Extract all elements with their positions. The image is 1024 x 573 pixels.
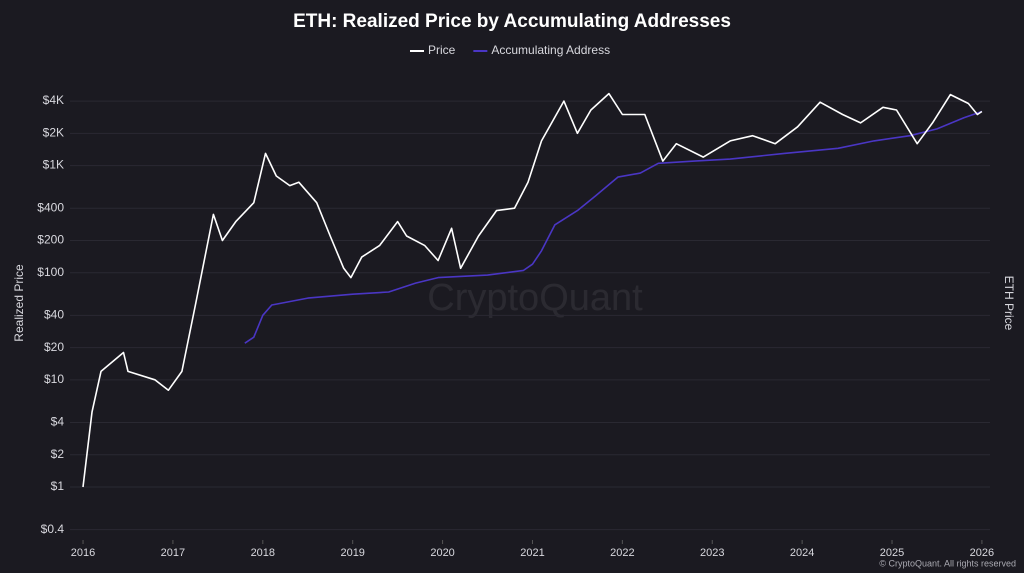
y-tick-label: $0.4 xyxy=(41,522,65,536)
x-tick-label: 2018 xyxy=(251,547,275,559)
y-tick-label: $2K xyxy=(43,125,64,139)
y-tick-label: $200 xyxy=(37,233,64,247)
watermark: CryptoQuant xyxy=(427,277,643,319)
y-tick-label: $40 xyxy=(44,308,64,322)
y2-axis-label: ETH Price xyxy=(1002,276,1016,331)
x-tick-label: 2019 xyxy=(340,547,364,559)
chart-title: ETH: Realized Price by Accumulating Addr… xyxy=(293,11,731,32)
line-series xyxy=(82,92,983,488)
y-tick-label: $10 xyxy=(44,372,64,386)
line-series xyxy=(244,110,983,344)
x-tick-label: 2023 xyxy=(700,547,724,559)
y-tick-label: $100 xyxy=(37,265,64,279)
x-tick-label: 2026 xyxy=(970,547,994,559)
y-tick-label: $4K xyxy=(43,93,64,107)
x-tick-label: 2024 xyxy=(790,547,814,559)
y-tick-label: $400 xyxy=(37,200,64,214)
footer: © CryptoQuant. All rights reserved xyxy=(879,558,1016,568)
y-tick-label: $2 xyxy=(51,447,65,461)
x-tick-label: 2025 xyxy=(880,547,904,559)
y-tick-label: $1 xyxy=(51,479,65,493)
x-tick-label: 2016 xyxy=(71,547,95,559)
x-tick-label: 2021 xyxy=(520,547,544,559)
y-tick-label: $20 xyxy=(44,340,64,354)
legend-label: Accumulating Address xyxy=(491,43,610,57)
x-tick-label: 2020 xyxy=(430,547,454,559)
y-axis-label: Realized Price xyxy=(12,264,26,342)
x-tick-label: 2017 xyxy=(161,547,185,559)
y-tick-label: $4 xyxy=(51,415,65,429)
legend-label: Price xyxy=(428,43,456,57)
x-tick-label: 2022 xyxy=(610,547,634,559)
y-tick-label: $1K xyxy=(43,158,64,172)
